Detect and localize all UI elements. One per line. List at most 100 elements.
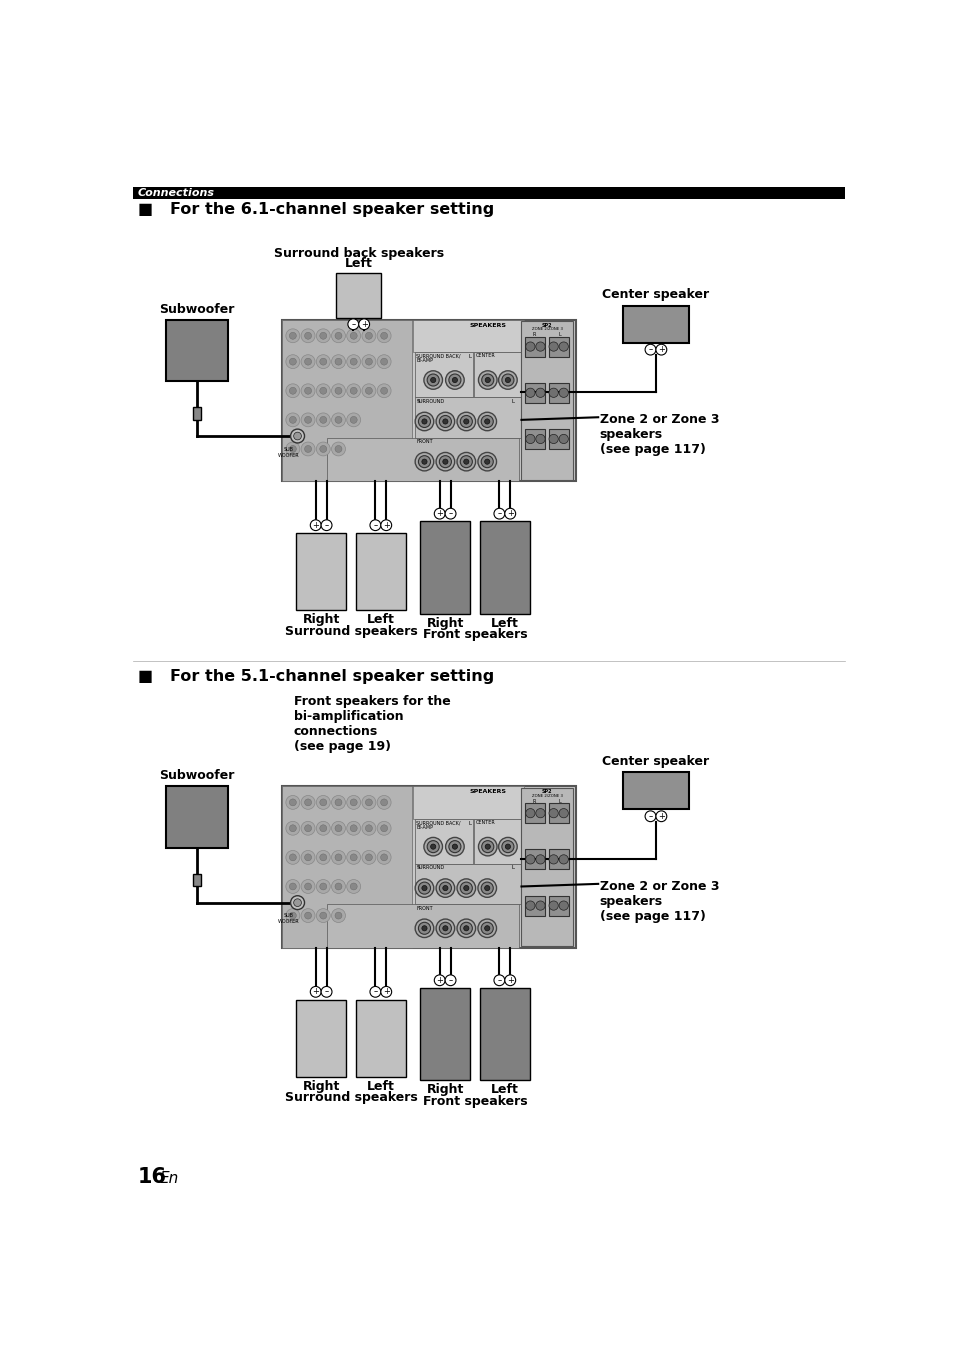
Text: +: + — [506, 976, 513, 985]
Circle shape — [365, 333, 372, 340]
Text: ■   For the 5.1-channel speaker setting: ■ For the 5.1-channel speaker setting — [137, 669, 494, 683]
Circle shape — [365, 853, 372, 861]
Circle shape — [536, 388, 544, 398]
Circle shape — [418, 922, 430, 934]
Bar — [355, 999, 406, 1077]
Circle shape — [439, 415, 451, 427]
Text: 16: 16 — [137, 1166, 167, 1186]
Circle shape — [304, 913, 312, 919]
Text: CENTER: CENTER — [476, 820, 495, 825]
Circle shape — [423, 837, 442, 856]
Text: +: + — [506, 510, 513, 518]
Text: SURROUND BACK/: SURROUND BACK/ — [416, 820, 460, 825]
Text: –: – — [448, 510, 453, 518]
Circle shape — [289, 359, 296, 365]
Circle shape — [286, 851, 299, 864]
Circle shape — [484, 419, 489, 425]
Text: Right: Right — [302, 613, 339, 625]
Circle shape — [418, 415, 430, 427]
Text: Zone 2 or Zone 3
speakers
(see page 117): Zone 2 or Zone 3 speakers (see page 117) — [599, 414, 719, 457]
Circle shape — [463, 460, 469, 464]
Circle shape — [319, 417, 327, 423]
Circle shape — [436, 412, 455, 431]
Circle shape — [361, 329, 375, 342]
Circle shape — [415, 879, 434, 898]
Circle shape — [525, 855, 535, 864]
Bar — [282, 786, 411, 948]
Circle shape — [494, 508, 504, 519]
Circle shape — [335, 913, 341, 919]
Circle shape — [376, 795, 391, 809]
Circle shape — [289, 853, 296, 861]
Circle shape — [548, 388, 558, 398]
Circle shape — [477, 453, 496, 470]
Circle shape — [335, 359, 341, 365]
Text: Front speakers: Front speakers — [422, 628, 527, 642]
Circle shape — [536, 809, 544, 818]
Text: –: – — [351, 319, 355, 329]
Circle shape — [484, 886, 489, 891]
Circle shape — [501, 841, 514, 853]
Bar — [474, 352, 521, 398]
Circle shape — [350, 333, 356, 340]
Circle shape — [335, 883, 341, 890]
Text: Surround speakers: Surround speakers — [284, 1091, 416, 1104]
Circle shape — [376, 851, 391, 864]
Circle shape — [346, 851, 360, 864]
Circle shape — [478, 371, 497, 390]
Bar — [520, 787, 573, 946]
Text: SPEAKERS: SPEAKERS — [469, 322, 506, 328]
Circle shape — [316, 442, 330, 456]
Circle shape — [346, 821, 360, 836]
Circle shape — [286, 355, 299, 368]
Circle shape — [316, 851, 330, 864]
Circle shape — [350, 825, 356, 832]
Circle shape — [301, 412, 314, 427]
Circle shape — [558, 342, 568, 352]
Text: Right: Right — [302, 1080, 339, 1093]
Circle shape — [463, 886, 469, 891]
Circle shape — [415, 453, 434, 470]
Circle shape — [301, 384, 314, 398]
Text: Front speakers: Front speakers — [422, 1095, 527, 1108]
Bar — [520, 321, 573, 480]
Text: Right: Right — [426, 617, 463, 630]
Circle shape — [656, 344, 666, 355]
Circle shape — [319, 883, 327, 890]
Circle shape — [321, 520, 332, 531]
Circle shape — [536, 434, 544, 443]
Circle shape — [301, 821, 314, 836]
Circle shape — [365, 825, 372, 832]
Bar — [133, 187, 843, 200]
Circle shape — [335, 853, 341, 861]
Circle shape — [294, 899, 301, 906]
Circle shape — [452, 844, 457, 849]
Text: R: R — [532, 798, 535, 803]
Text: –: – — [648, 345, 652, 355]
Circle shape — [558, 434, 568, 443]
Circle shape — [498, 837, 517, 856]
Circle shape — [350, 853, 356, 861]
Text: R: R — [532, 332, 535, 337]
Circle shape — [442, 926, 448, 931]
Circle shape — [289, 913, 296, 919]
Bar — [525, 803, 545, 824]
Text: –: – — [448, 976, 453, 985]
Circle shape — [286, 821, 299, 836]
Circle shape — [319, 387, 327, 394]
Circle shape — [289, 799, 296, 806]
Text: Surround speakers: Surround speakers — [284, 624, 416, 638]
Circle shape — [434, 975, 445, 985]
Circle shape — [558, 809, 568, 818]
Text: BI-AMP: BI-AMP — [416, 825, 433, 830]
Bar — [548, 849, 568, 869]
Text: –: – — [324, 520, 329, 530]
Circle shape — [365, 359, 372, 365]
Text: –: – — [497, 510, 501, 518]
Bar — [415, 818, 473, 864]
Bar — [327, 438, 518, 481]
Circle shape — [316, 384, 330, 398]
Circle shape — [480, 922, 493, 934]
Circle shape — [319, 913, 327, 919]
Circle shape — [350, 359, 356, 365]
